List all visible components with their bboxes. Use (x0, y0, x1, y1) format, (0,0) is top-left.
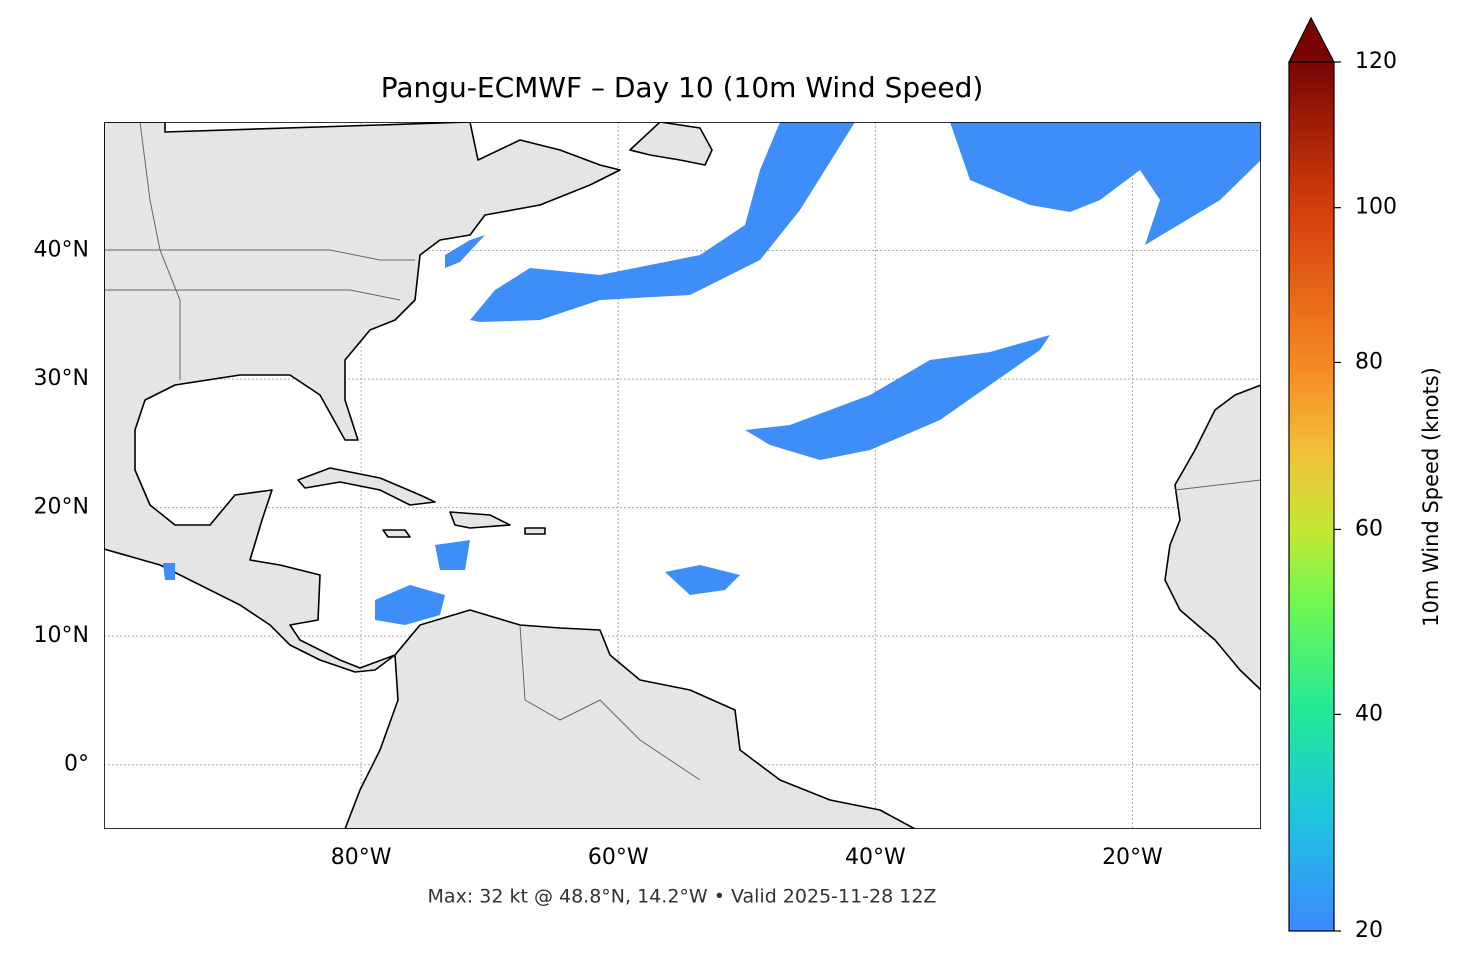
y-tick-label: 40°N (34, 238, 89, 263)
colorbar-bar (1288, 61, 1335, 932)
wind-swath (375, 585, 445, 625)
y-tick-label: 20°N (34, 495, 89, 520)
wind-swath (445, 235, 485, 268)
axes: 80°W 60°W 40°W 20°W 0° 10°N 20°N 30°N 40°N (34, 238, 1164, 870)
y-tick-label: 30°N (34, 366, 89, 391)
colorbar-tick-label: 120 (1355, 49, 1397, 74)
wind-swath (950, 122, 1261, 245)
map-area (104, 122, 1261, 829)
chart-title: Pangu-ECMWF – Day 10 (10m Wind Speed) (381, 71, 984, 104)
wind-swath (435, 540, 470, 570)
wind-swath (470, 122, 855, 322)
state-borders (104, 289, 401, 301)
colorbar-tick-label: 40 (1355, 701, 1383, 726)
colorbar: 10m Wind Speed (knots) 20 40 60 80 100 120 (1288, 16, 1443, 943)
puerto-rico (524, 527, 546, 535)
colorbar-tick-label: 20 (1355, 918, 1383, 943)
colorbar-tick-label: 80 (1355, 349, 1383, 374)
x-tick-label: 80°W (331, 845, 392, 870)
country-borders (519, 624, 701, 781)
colorbar-label: 10m Wind Speed (knots) (1419, 367, 1443, 627)
footer-note: Max: 32 kt @ 48.8°N, 14.2°W • Valid 2025… (428, 886, 937, 908)
cuba (297, 467, 436, 506)
country-borders (1174, 479, 1261, 491)
y-tick-label: 10°N (34, 623, 89, 648)
jamaica (382, 529, 411, 538)
wind-swath (665, 565, 740, 595)
colorbar-extend (1288, 16, 1335, 63)
colorbar-tick-label: 100 (1355, 195, 1397, 220)
hispaniola (449, 511, 511, 529)
x-tick-label: 20°W (1102, 845, 1163, 870)
x-tick-label: 60°W (588, 845, 649, 870)
newfoundland (629, 122, 713, 166)
wind-swath (163, 563, 175, 580)
x-tick-label: 40°W (845, 845, 906, 870)
north-america (104, 122, 621, 673)
colorbar-tick-label: 60 (1355, 516, 1383, 541)
y-tick-label: 0° (64, 752, 89, 777)
state-borders (104, 249, 415, 261)
wind-swath (745, 335, 1050, 460)
africa (1164, 384, 1261, 691)
south-america (344, 609, 916, 829)
